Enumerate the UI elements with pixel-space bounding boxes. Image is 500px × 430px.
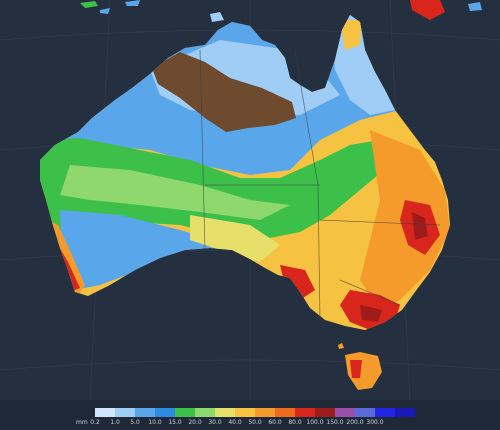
legend-label: 40.0 [228, 419, 242, 426]
legend-swatch [175, 408, 195, 417]
legend-label: 150.0 [326, 419, 344, 426]
tasmania [338, 343, 382, 390]
legend-swatch [255, 408, 275, 417]
australia-mainland [40, 15, 450, 330]
legend-label: 15.0 [168, 419, 182, 426]
legend-label: 80.0 [288, 419, 302, 426]
state-borders [199, 49, 441, 321]
legend-swatch [155, 408, 175, 417]
rainfall-map [0, 0, 500, 400]
legend-unit: mm [76, 419, 88, 426]
legend-label: 20.0 [188, 419, 202, 426]
legend-label: 100.0 [306, 419, 324, 426]
legend-swatch [115, 408, 135, 417]
legend-swatch [275, 408, 295, 417]
legend-swatch [235, 408, 255, 417]
legend-swatch [95, 408, 115, 417]
legend-labels: 0.2 1.0 5.0 10.0 15.0 20.0 30.0 40.0 50.0 60.0 80.… [0, 419, 500, 429]
legend-swatch [195, 408, 215, 417]
legend-label: 300.0 [366, 419, 384, 426]
legend-swatch [215, 408, 235, 417]
legend: mm 0.2 1.0 5.0 10.0 15.0 20.0 30.0 40.0 50.0 60.0… [0, 400, 500, 430]
legend-label: 50.0 [248, 419, 262, 426]
legend-label: 0.2 [90, 419, 100, 426]
legend-label: 1.0 [110, 419, 120, 426]
legend-swatch [375, 408, 395, 417]
legend-label: 5.0 [130, 419, 140, 426]
legend-label: 200.0 [346, 419, 364, 426]
legend-color-scale [95, 408, 415, 417]
legend-swatch [295, 408, 315, 417]
legend-swatch [315, 408, 335, 417]
legend-swatch [335, 408, 355, 417]
legend-swatch [135, 408, 155, 417]
legend-label: 10.0 [148, 419, 162, 426]
legend-swatch [395, 408, 415, 417]
legend-label: 60.0 [268, 419, 282, 426]
legend-swatch [355, 408, 375, 417]
northern-islands [80, 0, 482, 22]
legend-label: 30.0 [208, 419, 222, 426]
